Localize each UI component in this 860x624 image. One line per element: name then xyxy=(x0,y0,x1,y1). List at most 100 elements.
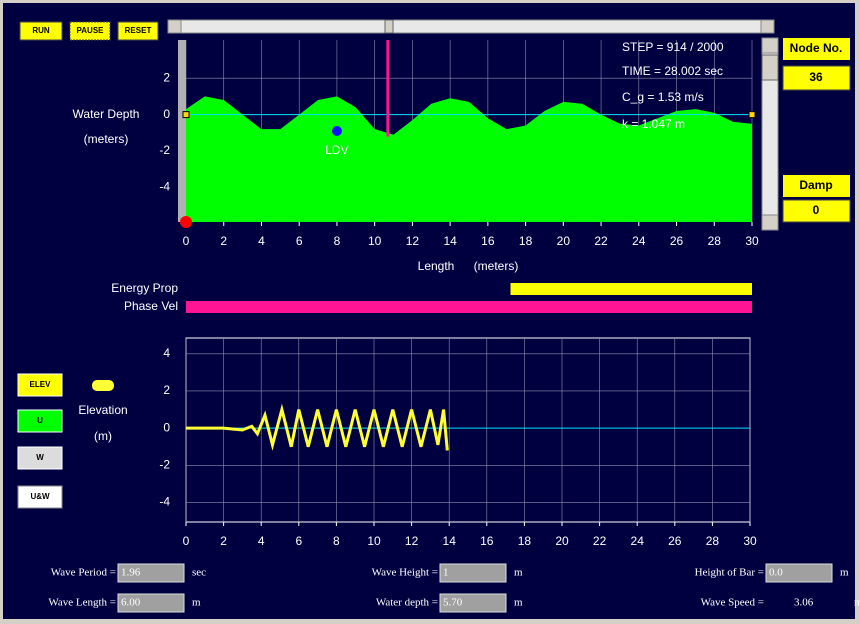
handle xyxy=(749,112,755,118)
button-label: ELEV xyxy=(30,380,52,389)
scroll-up[interactable] xyxy=(762,38,778,53)
scroll-down[interactable] xyxy=(762,215,778,230)
x-tick-label: 0 xyxy=(183,534,190,548)
x-tick-label: 14 xyxy=(443,534,457,548)
y-tick-label: 0 xyxy=(163,420,170,434)
x-tick-label: 22 xyxy=(594,234,608,248)
scroll-left[interactable] xyxy=(168,20,181,33)
status-text: STEP = 914 / 2000 xyxy=(622,40,724,54)
input-label: Wave Height = xyxy=(372,567,438,579)
time-scrollbar[interactable] xyxy=(168,20,774,33)
x-tick-label: 6 xyxy=(296,234,303,248)
y-tick-label: -2 xyxy=(159,457,170,471)
input-value: 0.0 xyxy=(769,567,783,579)
status-text: TIME = 28.002 sec xyxy=(622,64,723,78)
input-label: Water depth = xyxy=(376,597,438,609)
x-tick-label: 0 xyxy=(183,234,190,248)
x-tick-label: 18 xyxy=(519,234,533,248)
x-tick-label: 30 xyxy=(743,534,757,548)
input-unit: m xyxy=(840,567,849,579)
x-tick-label: 6 xyxy=(295,534,302,548)
x-tick-label: 22 xyxy=(593,534,607,548)
status-text: C_g = 1.53 m/s xyxy=(622,90,704,104)
legend-label: Elevation xyxy=(78,403,127,417)
y-label: Water Depth xyxy=(73,107,140,121)
input-value: 5.70 xyxy=(443,597,463,609)
input-label: Height of Bar = xyxy=(695,567,764,579)
propagation-bar xyxy=(511,283,752,295)
x-tick-label: 20 xyxy=(557,234,571,248)
status-text: k = 1.047 m xyxy=(622,117,685,131)
propagation-bar xyxy=(186,301,752,313)
button-label: U&W xyxy=(30,492,50,501)
y-tick-label: 0 xyxy=(163,107,170,121)
scroll-thumb[interactable] xyxy=(385,20,393,33)
app-window: RUN PAUSE RESET Node No. 36 Damp 0 ELEV … xyxy=(0,0,860,624)
x-tick-label: 24 xyxy=(631,534,645,548)
node-value: 36 xyxy=(809,70,823,84)
input-unit: m xyxy=(192,597,201,609)
x-tick-label: 28 xyxy=(708,234,722,248)
handle xyxy=(183,112,189,118)
x-tick-label: 20 xyxy=(555,534,569,548)
y-tick-label: 2 xyxy=(163,70,170,84)
x-tick-label: 2 xyxy=(220,534,227,548)
input-unit: m xyxy=(514,567,523,579)
x-tick-label: 16 xyxy=(480,534,494,548)
input-value: 1.96 xyxy=(121,567,141,579)
propagation-label: Phase Vel xyxy=(124,299,178,313)
x-tick-label: 4 xyxy=(258,534,265,548)
x-tick-label: 8 xyxy=(334,234,341,248)
x-tick-label: 28 xyxy=(706,534,720,548)
y-tick-label: -2 xyxy=(159,143,170,157)
y-tick-label: 2 xyxy=(163,383,170,397)
input-label: Wave Period = xyxy=(51,567,116,579)
y-tick-label: -4 xyxy=(159,180,170,194)
x-tick-label: 10 xyxy=(367,534,381,548)
damp-label: Damp xyxy=(799,178,832,192)
y-unit: (m) xyxy=(94,429,112,443)
x-tick-label: 18 xyxy=(518,534,532,548)
input-unit: m/sec xyxy=(854,597,860,609)
input-unit: m xyxy=(514,597,523,609)
x-tick-label: 4 xyxy=(258,234,265,248)
x-tick-label: 26 xyxy=(668,534,682,548)
paddle-pivot xyxy=(180,216,192,228)
probe-label: LDV xyxy=(325,143,348,157)
damp-value: 0 xyxy=(813,203,820,217)
button-label: W xyxy=(36,453,44,462)
legend-swatch xyxy=(92,380,114,391)
x-tick-label: 30 xyxy=(745,234,759,248)
input-box[interactable] xyxy=(440,564,506,582)
node-label: Node No. xyxy=(790,41,843,55)
x-tick-label: 12 xyxy=(406,234,420,248)
input-value: 3.06 xyxy=(794,597,814,609)
y-unit: (meters) xyxy=(84,132,129,146)
x-tick-label: 16 xyxy=(481,234,495,248)
x-label: Length xyxy=(418,259,455,273)
x-tick-label: 10 xyxy=(368,234,382,248)
button-label: U xyxy=(37,416,43,425)
propagation-label: Energy Prop xyxy=(111,281,178,295)
x-tick-label: 24 xyxy=(632,234,646,248)
x-unit: (meters) xyxy=(474,259,519,273)
input-value: 1 xyxy=(443,567,449,579)
input-label: Wave Speed = xyxy=(701,597,764,609)
x-tick-label: 26 xyxy=(670,234,684,248)
probe xyxy=(332,126,342,136)
x-tick-label: 14 xyxy=(443,234,457,248)
button-label: RESET xyxy=(125,26,152,35)
x-tick-label: 8 xyxy=(333,534,340,548)
wall xyxy=(178,40,186,222)
button-label: RUN xyxy=(32,26,50,35)
scroll-thumb[interactable] xyxy=(762,55,778,80)
y-tick-label: 4 xyxy=(163,346,170,360)
input-unit: sec xyxy=(192,567,206,579)
y-tick-label: -4 xyxy=(159,495,170,509)
input-value: 6.00 xyxy=(121,597,141,609)
x-tick-label: 2 xyxy=(220,234,227,248)
button-label: PAUSE xyxy=(77,26,105,35)
input-label: Wave Length = xyxy=(48,597,116,609)
scroll-right[interactable] xyxy=(761,20,774,33)
x-tick-label: 12 xyxy=(405,534,419,548)
